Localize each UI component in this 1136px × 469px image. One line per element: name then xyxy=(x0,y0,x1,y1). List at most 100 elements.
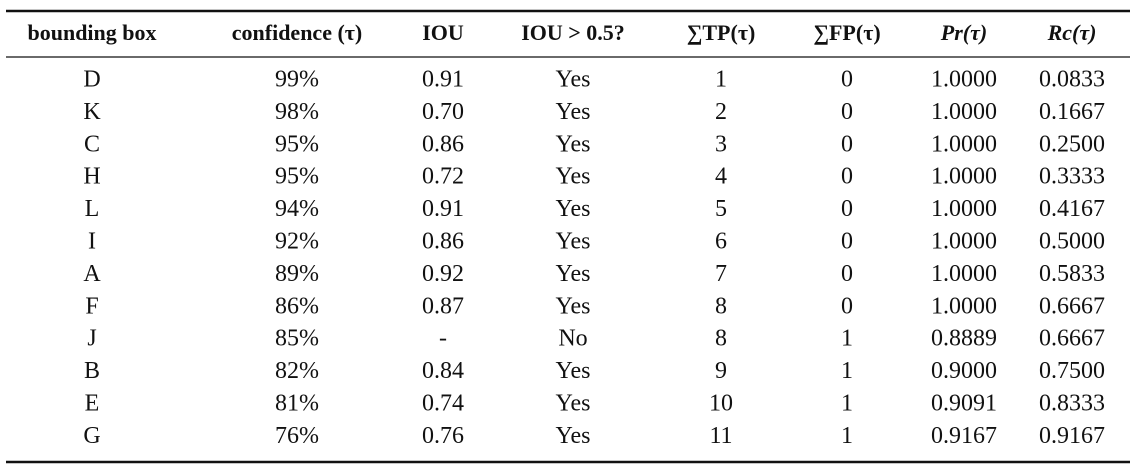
table-cell: 8 xyxy=(715,293,727,319)
table-cell: 95% xyxy=(275,164,319,190)
table-cell: 8 xyxy=(715,326,727,352)
table-cell: 82% xyxy=(275,358,319,384)
table-cell: L xyxy=(85,196,100,222)
table-cell: K xyxy=(83,99,101,125)
table-cell: 1 xyxy=(841,423,853,449)
table-cell: 1.0000 xyxy=(931,293,997,319)
column-header: IOU > 0.5? xyxy=(521,20,625,45)
table-cell: 1.0000 xyxy=(931,229,997,255)
table-cell: 2 xyxy=(715,99,727,125)
table-cell: 0.9000 xyxy=(931,358,997,384)
table-cell: Yes xyxy=(556,196,591,222)
table-cell: 1.0000 xyxy=(931,131,997,157)
table-cell: 0.5000 xyxy=(1039,229,1105,255)
table-cell: 1 xyxy=(715,67,727,93)
table-cell: 0.4167 xyxy=(1039,196,1105,222)
table-cell: 1.0000 xyxy=(931,196,997,222)
table-cell: 0.8333 xyxy=(1039,391,1105,417)
table-cell: 0.91 xyxy=(422,67,464,93)
table-cell: 0.84 xyxy=(422,358,464,384)
table-cell: 0 xyxy=(841,261,853,287)
column-header: ∑TP(τ) xyxy=(687,20,756,45)
table-cell: Yes xyxy=(556,131,591,157)
table-cell: C xyxy=(84,131,100,157)
table-cell: 76% xyxy=(275,423,319,449)
table-cell: 0.7500 xyxy=(1039,358,1105,384)
table-cell: Yes xyxy=(556,261,591,287)
table-cell: 0.92 xyxy=(422,261,464,287)
table-cell: 86% xyxy=(275,293,319,319)
table-cell: 81% xyxy=(275,391,319,417)
table-cell: 10 xyxy=(709,391,733,417)
column-header: bounding box xyxy=(27,20,156,45)
table-cell: F xyxy=(85,293,98,319)
table-cell: 0.3333 xyxy=(1039,164,1105,190)
table-cell: 0 xyxy=(841,229,853,255)
table-cell: 7 xyxy=(715,261,727,287)
table-cell: 94% xyxy=(275,196,319,222)
table-cell: 0.87 xyxy=(422,293,464,319)
table-cell: 0.1667 xyxy=(1039,99,1105,125)
table-cell: A xyxy=(83,261,101,287)
table-cell: J xyxy=(87,326,96,352)
table-cell: 0.9167 xyxy=(931,423,997,449)
table-cell: - xyxy=(439,326,447,352)
table-cell: 0 xyxy=(841,99,853,125)
table-cell: 0 xyxy=(841,196,853,222)
table-cell: I xyxy=(88,229,96,255)
table-cell: B xyxy=(84,358,100,384)
table-cell: 92% xyxy=(275,229,319,255)
table-cell: 99% xyxy=(275,67,319,93)
table-cell: G xyxy=(83,423,100,449)
table-cell: 0 xyxy=(841,293,853,319)
table-cell: E xyxy=(85,391,100,417)
table-cell: Yes xyxy=(556,423,591,449)
table-cell: Yes xyxy=(556,229,591,255)
table-cell: 0.0833 xyxy=(1039,67,1105,93)
table-cell: 89% xyxy=(275,261,319,287)
table-cell: 6 xyxy=(715,229,727,255)
table-cell: 0.8889 xyxy=(931,326,997,352)
table-cell: No xyxy=(558,326,587,352)
table-cell: 0.86 xyxy=(422,229,464,255)
table-cell: Yes xyxy=(556,391,591,417)
table-cell: Yes xyxy=(556,358,591,384)
table-cell: 0.9091 xyxy=(931,391,997,417)
table-cell: 0.72 xyxy=(422,164,464,190)
table-cell: Yes xyxy=(556,164,591,190)
table-cell: 4 xyxy=(715,164,727,190)
column-header: IOU xyxy=(422,20,464,45)
table-cell: 0.91 xyxy=(422,196,464,222)
table-cell: D xyxy=(83,67,100,93)
table-cell: 1 xyxy=(841,391,853,417)
table-cell: 1.0000 xyxy=(931,261,997,287)
table-cell: 0.74 xyxy=(422,391,464,417)
table-cell: 0 xyxy=(841,131,853,157)
column-header: confidence (τ) xyxy=(232,20,363,45)
table-cell: 95% xyxy=(275,131,319,157)
table-cell: 0.76 xyxy=(422,423,464,449)
column-header: Pr(τ) xyxy=(940,20,987,45)
table-cell: 1.0000 xyxy=(931,67,997,93)
table-cell: H xyxy=(83,164,100,190)
table-cell: 0.70 xyxy=(422,99,464,125)
table-cell: 3 xyxy=(715,131,727,157)
table-cell: 9 xyxy=(715,358,727,384)
column-header: Rc(τ) xyxy=(1047,20,1097,45)
table-cell: 0.6667 xyxy=(1039,326,1105,352)
table-cell: 11 xyxy=(709,423,732,449)
table-cell: 0.2500 xyxy=(1039,131,1105,157)
table-cell: 1 xyxy=(841,358,853,384)
table-cell: 0 xyxy=(841,164,853,190)
table-cell: Yes xyxy=(556,67,591,93)
table-cell: 0.6667 xyxy=(1039,293,1105,319)
table-cell: 1.0000 xyxy=(931,99,997,125)
table-cell: 0 xyxy=(841,67,853,93)
table-cell: Yes xyxy=(556,293,591,319)
table-cell: 1.0000 xyxy=(931,164,997,190)
table-cell: 0.86 xyxy=(422,131,464,157)
table-cell: 85% xyxy=(275,326,319,352)
table-cell: 98% xyxy=(275,99,319,125)
table-cell: 0.5833 xyxy=(1039,261,1105,287)
